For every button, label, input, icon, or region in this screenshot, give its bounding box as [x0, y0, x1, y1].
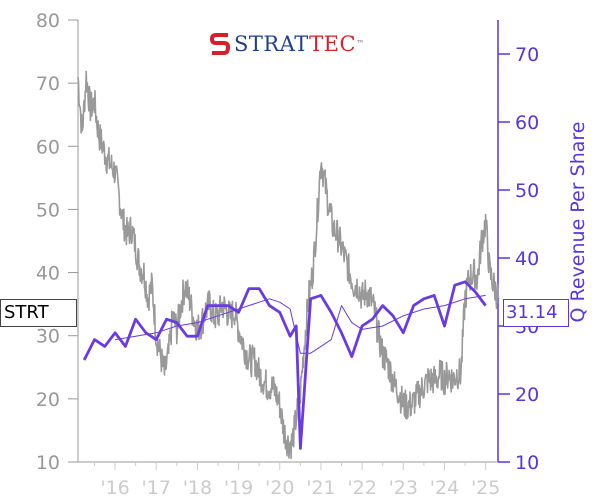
left-tick-label: 70	[36, 73, 60, 95]
logo-text-second: TEC	[309, 32, 357, 56]
price-series-line	[77, 70, 499, 460]
x-tick-label: '21	[306, 477, 335, 499]
revenue-value-tag: 31.14	[503, 299, 569, 327]
ticker-tag: STRT	[0, 299, 77, 327]
revenue-per-share-line	[82, 280, 487, 450]
logo-text-first: STRAT	[234, 32, 310, 56]
x-tick-label: '17	[142, 477, 171, 499]
x-tick-label: '19	[224, 477, 253, 499]
left-tick-label: 20	[36, 389, 60, 411]
series-lines	[77, 70, 499, 460]
right-tick-label: 40	[515, 248, 539, 270]
right-axis-label: Q Revenue Per Share	[567, 122, 589, 323]
left-tick-label: 50	[36, 199, 60, 221]
right-tick-label: 50	[515, 180, 539, 202]
left-tick-label: 80	[36, 10, 60, 32]
x-axis-ticks: '16 '17 '18 '19 '20 '21 '22 '23 '24 '25	[93, 462, 500, 499]
left-tick-label: 10	[36, 452, 60, 474]
right-tick-label: 60	[515, 112, 539, 134]
right-tick-label: 70	[515, 44, 539, 66]
x-tick-label: '22	[347, 477, 376, 499]
x-tick-label: '16	[100, 477, 129, 499]
right-tick-label: 20	[515, 384, 539, 406]
left-tick-label: 30	[36, 326, 60, 348]
x-tick-label: '23	[389, 477, 418, 499]
left-tick-label: 40	[36, 263, 60, 285]
x-tick-label: '25	[471, 477, 500, 499]
x-tick-label: '20	[265, 477, 294, 499]
logo-trademark: ™	[356, 39, 365, 48]
x-tick-label: '24	[430, 477, 459, 499]
company-logo: STRATTEC™	[210, 32, 390, 58]
left-axis-ticks: 10 20 30 40 50 60 70 80	[36, 10, 78, 474]
strattec-s-mark-icon	[210, 33, 230, 55]
right-tick-label: 10	[515, 452, 539, 474]
x-tick-label: '18	[183, 477, 212, 499]
left-tick-label: 60	[36, 136, 60, 158]
logo-wordmark: STRATTEC™	[234, 32, 365, 56]
